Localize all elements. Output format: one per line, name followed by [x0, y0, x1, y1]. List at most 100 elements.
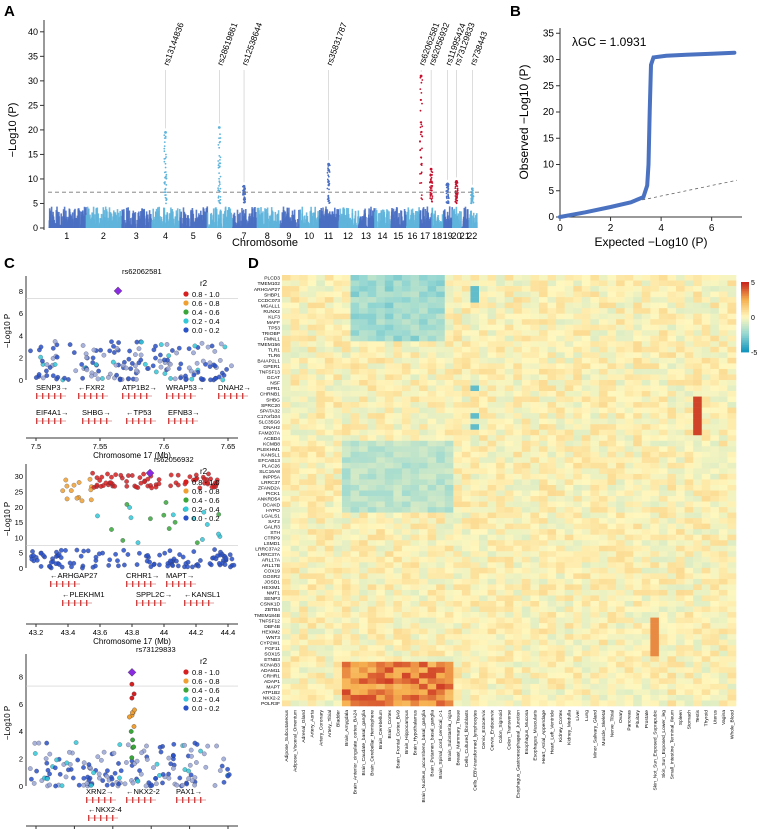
- heatmap-cell: [710, 308, 720, 314]
- locus-point: [170, 348, 175, 353]
- heatmap-cell: [333, 308, 343, 314]
- heatmap-cell: [616, 396, 625, 403]
- manhattan-point: [65, 210, 67, 228]
- heatmap-cell: [436, 379, 446, 386]
- locus-point: [129, 755, 135, 761]
- heatmap-cell: [299, 379, 308, 386]
- locus-point: [78, 553, 84, 559]
- heatmap-cell: [641, 435, 651, 442]
- heatmap-cell: [641, 302, 651, 309]
- heatmap-cell: [496, 352, 506, 359]
- heatmap-cell: [290, 308, 300, 314]
- heatmap-cell: [684, 335, 694, 342]
- heatmap-cell: [633, 429, 643, 436]
- heatmap-cell: [324, 275, 334, 281]
- locus-point: [75, 757, 81, 763]
- manhattan-point: [146, 219, 148, 228]
- heatmap-cell: [410, 440, 420, 447]
- manhattan-point: [182, 207, 185, 228]
- heatmap-cell: [727, 286, 737, 292]
- heatmap-cell: [470, 286, 480, 292]
- heatmap-cell: [513, 368, 523, 375]
- heatmap-cell: [401, 313, 411, 320]
- heatmap-cell: [667, 368, 677, 375]
- manhattan-peak-point: [429, 186, 431, 189]
- manhattan-point: [119, 211, 121, 228]
- heatmap-cell: [461, 352, 471, 359]
- heatmap-cell: [727, 346, 737, 353]
- locus-gene-exon: [194, 797, 196, 803]
- locus-point: [154, 761, 160, 767]
- locus-point: [109, 339, 114, 345]
- manhattan-peak-point: [164, 137, 167, 139]
- locus-y-tick-label: 30: [15, 472, 23, 481]
- heatmap-cell: [504, 435, 514, 442]
- heatmap-cell: [504, 391, 514, 397]
- heatmap-cell: [333, 275, 343, 281]
- manhattan-peak-point: [419, 182, 421, 185]
- locus-point: [106, 375, 111, 380]
- manhattan-peak-point: [470, 202, 473, 205]
- manhattan-peak-point: [217, 160, 220, 162]
- manhattan-point: [247, 226, 250, 228]
- heatmap-cell: [538, 379, 548, 386]
- heatmap-cell: [710, 297, 720, 303]
- manhattan-y-tick-label: 20: [28, 125, 38, 135]
- manhattan-point: [150, 214, 152, 228]
- manhattan-point: [311, 224, 313, 228]
- heatmap-cell: [393, 319, 403, 326]
- heatmap-cell: [290, 391, 300, 397]
- heatmap-cell: [581, 297, 591, 303]
- locus-gene-exon: [172, 581, 174, 587]
- locus-y-tick-label: 15: [15, 518, 23, 527]
- heatmap-cell: [590, 297, 600, 303]
- heatmap-cell: [461, 440, 471, 447]
- heatmap-cell: [461, 368, 471, 375]
- manhattan-point: [316, 217, 319, 228]
- locus-legend-label: 0.2 - 0.4: [192, 695, 220, 704]
- manhattan-peak-point: [217, 164, 220, 167]
- heatmap-cell: [641, 319, 651, 326]
- manhattan-peak-point: [164, 196, 167, 199]
- qq-y-tick-label: 25: [543, 81, 555, 92]
- manhattan-point: [127, 226, 130, 228]
- locus-gene-exon: [190, 600, 192, 606]
- manhattan-chromosome-label: 12: [343, 231, 353, 241]
- locus-gene-exon: [148, 600, 150, 606]
- locus-x-tick-label: 43.2: [29, 628, 44, 637]
- heatmap-cell: [667, 391, 677, 397]
- heatmap-cell: [616, 302, 625, 309]
- heatmap-cell: [607, 368, 617, 375]
- manhattan-point: [231, 227, 233, 228]
- heatmap-cell: [590, 368, 600, 375]
- heatmap-cell: [676, 424, 685, 431]
- heatmap-cell: [667, 275, 677, 281]
- heatmap-cell: [658, 275, 668, 281]
- manhattan-y-tick-label: 5: [33, 198, 38, 208]
- heatmap-cell: [299, 391, 308, 397]
- locus-gene-exon: [60, 418, 62, 424]
- manhattan-peak-point: [219, 187, 222, 190]
- manhattan-y-label: −Log10 (P): [7, 103, 19, 158]
- heatmap-cell: [658, 385, 668, 392]
- manhattan-chromosome-label: 17: [420, 231, 430, 241]
- manhattan-y-tick-label: 30: [28, 76, 38, 86]
- heatmap-cell: [667, 291, 677, 298]
- heatmap-cell: [530, 324, 540, 331]
- heatmap-cell: [564, 396, 574, 403]
- heatmap-cell: [616, 374, 625, 381]
- heatmap-cell: [487, 308, 497, 314]
- manhattan-point: [246, 226, 248, 228]
- heatmap-cell: [530, 352, 540, 359]
- manhattan-point: [395, 209, 398, 228]
- heatmap-cell: [496, 407, 506, 414]
- heatmap-cell: [461, 374, 471, 381]
- locus-point: [97, 478, 103, 483]
- heatmap-cell: [633, 385, 643, 392]
- heatmap-cell: [350, 418, 360, 425]
- heatmap-cell: [282, 385, 291, 392]
- heatmap-cell: [419, 368, 428, 375]
- locus-point: [212, 783, 218, 788]
- heatmap-cell: [470, 330, 480, 337]
